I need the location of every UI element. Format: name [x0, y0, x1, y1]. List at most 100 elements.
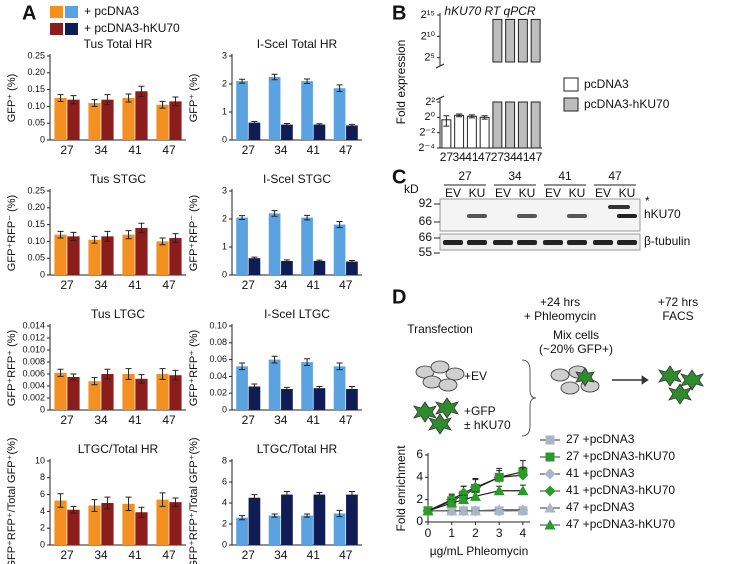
blot-group: 34 [508, 169, 522, 183]
blot-membrane [439, 233, 641, 251]
error-bar [271, 73, 278, 81]
error-bar [271, 210, 278, 217]
bar [281, 389, 293, 410]
bar [88, 103, 101, 140]
y-tick-label: 0 [222, 539, 227, 549]
y-tick-label: 0.15 [27, 84, 45, 94]
x-tick-label: 27 [242, 413, 256, 427]
x-tick-label: 2 [472, 526, 479, 540]
chart-title: I-SceI Total HR [257, 37, 338, 51]
x-tick-label: 41 [128, 278, 142, 292]
y-tick-label: 0.010 [22, 344, 45, 354]
y-tick-label: 2⁻⁴ [418, 142, 435, 154]
error-bar [104, 230, 111, 242]
error-bar [481, 115, 488, 120]
error-bar [70, 95, 77, 105]
bar [454, 114, 465, 149]
error-bar [336, 84, 343, 93]
legend-label: 27 +pcDNA3-hKU70 [566, 449, 675, 463]
y-axis-label: GFP⁺RFP⁻ (%) [188, 195, 200, 271]
legend-label: 47 +pcDNA3-hKU70 [566, 517, 675, 531]
y-tick-label: 0.002 [22, 392, 45, 402]
x-tick-label: 41 [128, 413, 142, 427]
error-bar [159, 237, 166, 246]
error-bar [138, 374, 145, 384]
legend-label: pcDNA3-hKU70 [584, 97, 670, 111]
bar [122, 503, 135, 545]
band [567, 240, 587, 245]
line [427, 490, 523, 512]
line [428, 509, 523, 512]
bar [67, 509, 80, 545]
bar-lower [492, 101, 503, 149]
error-bar [251, 383, 258, 390]
y-tick-label: 0.05 [27, 253, 45, 263]
y-tick-label: 2¹⁰ [421, 30, 436, 42]
x-tick-label: 47 [339, 548, 353, 562]
diagram-step: + Phleomycin [524, 309, 596, 323]
x-tick-label: 34 [452, 150, 466, 164]
marker [493, 504, 505, 515]
chart-title: hKU70 RT qPCR [444, 4, 535, 18]
bar [169, 101, 182, 140]
x-tick-label: 27 [60, 278, 74, 292]
error-bar [104, 496, 111, 510]
error-bar [348, 490, 355, 499]
bar-upper [517, 18, 528, 63]
bar [248, 258, 261, 275]
error-bar [336, 509, 343, 518]
bar [466, 115, 477, 149]
error-bar [271, 355, 278, 364]
bar [301, 81, 313, 140]
error-bar [57, 368, 64, 377]
error-bar [70, 505, 77, 514]
x-tick-label: 47 [162, 548, 176, 562]
bar [169, 375, 182, 410]
bar [346, 261, 358, 275]
y-tick-label: 0 [40, 134, 45, 144]
error-bar [172, 233, 179, 243]
blot-lane: KU [569, 186, 586, 200]
x-tick-label: 27 [60, 413, 74, 427]
bar [101, 503, 114, 545]
band [593, 240, 613, 245]
blot-unit: kD [404, 182, 419, 196]
bar [281, 494, 293, 545]
y-tick-label: 0 [40, 404, 45, 414]
chart-title: Tus LTGC [91, 307, 145, 321]
error-bar [316, 385, 323, 391]
bar [156, 374, 169, 410]
bar [169, 238, 182, 275]
error-bar [125, 496, 132, 512]
y-axis-label: GFP⁺ (%) [6, 74, 18, 123]
x-tick-label: 41 [128, 548, 142, 562]
x-tick-label: 47 [478, 150, 492, 164]
blot-marker: 92 [419, 196, 433, 210]
bar [236, 366, 248, 410]
bar [67, 99, 80, 140]
chart-title: I-SceI LTGC [264, 307, 330, 321]
error-bar [316, 123, 323, 126]
blot-group: 47 [608, 169, 622, 183]
bar-upper [530, 18, 541, 63]
error-bar [443, 115, 450, 127]
bar [135, 227, 148, 275]
error-bar [336, 221, 343, 229]
diagram-mix: Mix cells [553, 328, 599, 342]
y-tick-label: 0 [222, 404, 227, 414]
bar [301, 362, 313, 410]
bar-upper [492, 18, 503, 63]
marker [422, 505, 434, 516]
bar [236, 81, 248, 140]
y-axis-label: GFP⁺RFP⁺/Total GFP⁺(%) [188, 437, 200, 564]
x-axis-label: µg/mL Phleomycin [430, 544, 529, 558]
y-tick-label: 2 [40, 523, 45, 533]
error-bar [125, 230, 132, 240]
x-tick-label: 34 [94, 413, 108, 427]
marker [458, 487, 470, 499]
legend-label: 27 +pcDNA3 [566, 432, 635, 446]
legend-label: 41 +pcDNA3-hKU70 [566, 483, 675, 497]
band [608, 205, 630, 209]
bar [67, 377, 80, 410]
error-bar [304, 358, 311, 366]
